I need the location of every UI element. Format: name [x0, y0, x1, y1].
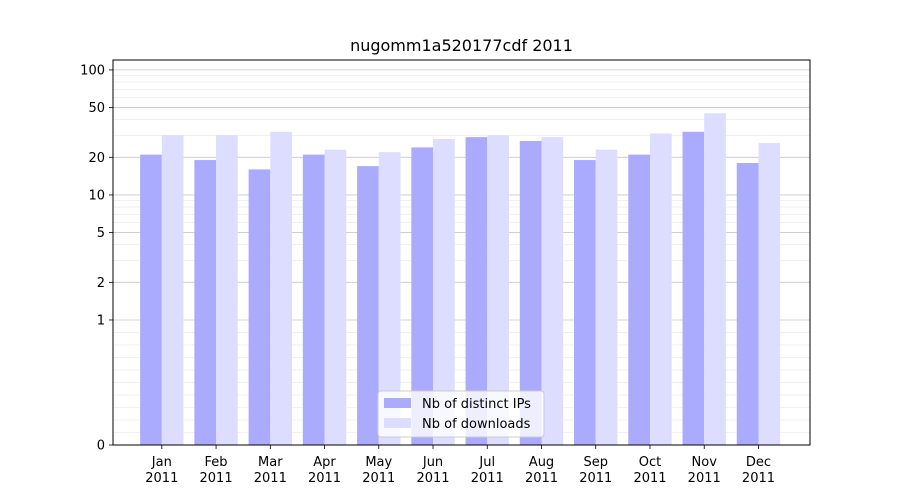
x-tick-label: May 2011 [362, 455, 395, 486]
bar-distinct-ips [519, 140, 542, 445]
x-tick-label: Apr 2011 [308, 455, 341, 486]
bar-distinct-ips [682, 131, 705, 445]
legend-label: Nb of distinct IPs [422, 397, 531, 412]
legend-box [377, 390, 545, 438]
legend: Nb of distinct IPs Nb of downloads [377, 390, 545, 438]
bar-downloads [270, 131, 292, 445]
y-tick-label: 1 [97, 313, 105, 328]
bar-downloads [649, 133, 672, 445]
bar-downloads [487, 135, 509, 445]
bars [140, 113, 781, 446]
bar-distinct-ips [411, 147, 434, 446]
bar-distinct-ips [736, 163, 759, 445]
x-tick-label: Jul 2011 [471, 455, 504, 486]
x-tick-label: Sep 2011 [579, 455, 612, 486]
legend-swatch [384, 398, 411, 408]
x-tick-label: Aug 2011 [525, 455, 558, 486]
bar-downloads [758, 143, 781, 445]
x-tick-label: Oct 2011 [633, 455, 666, 486]
y-tick-label: 20 [88, 151, 105, 166]
x-tick-label: Nov 2011 [688, 455, 721, 486]
bar-downloads [541, 137, 564, 445]
y-tick-label: 100 [80, 63, 105, 78]
bar-distinct-ips [248, 169, 271, 445]
bar-distinct-ips [574, 160, 596, 445]
bar-distinct-ips [140, 154, 162, 446]
bar-downloads [595, 149, 618, 446]
x-tick-label: Dec 2011 [742, 455, 775, 486]
x-axis: Jan 2011 Feb 2011 Mar 2011 Apr 2011 May 2011 Jun 20… [145, 445, 775, 486]
bar-distinct-ips [357, 166, 379, 445]
y-tick-label: 2 [97, 276, 105, 291]
bar-downloads [324, 149, 347, 446]
y-tick-label: 0 [97, 439, 105, 454]
bar-downloads [161, 135, 184, 445]
y-tick-label: 50 [88, 101, 105, 116]
y-tick-label: 10 [88, 188, 105, 203]
y-tick-label: 5 [97, 226, 105, 241]
x-tick-label: Jun 2011 [416, 455, 449, 486]
legend-label: Nb of downloads [422, 417, 531, 432]
y-axis: 0 1 2 5 10 20 50 100 [80, 63, 113, 454]
x-tick-label: Jan 2011 [145, 455, 178, 486]
bar-distinct-ips [194, 160, 217, 445]
bar-distinct-ips [465, 137, 488, 445]
bar-downloads [378, 152, 401, 445]
bar-downloads [704, 113, 726, 445]
chart-title: nugomm1a520177cdf 2011 [350, 36, 573, 55]
legend-swatch [384, 418, 411, 428]
x-tick-label: Mar 2011 [254, 455, 287, 486]
bar-downloads [216, 135, 238, 445]
bar-distinct-ips [628, 154, 650, 446]
x-tick-label: Feb 2011 [200, 455, 233, 486]
bar-downloads [433, 139, 455, 445]
bar-distinct-ips [302, 154, 325, 446]
plot-frame [112, 59, 811, 446]
